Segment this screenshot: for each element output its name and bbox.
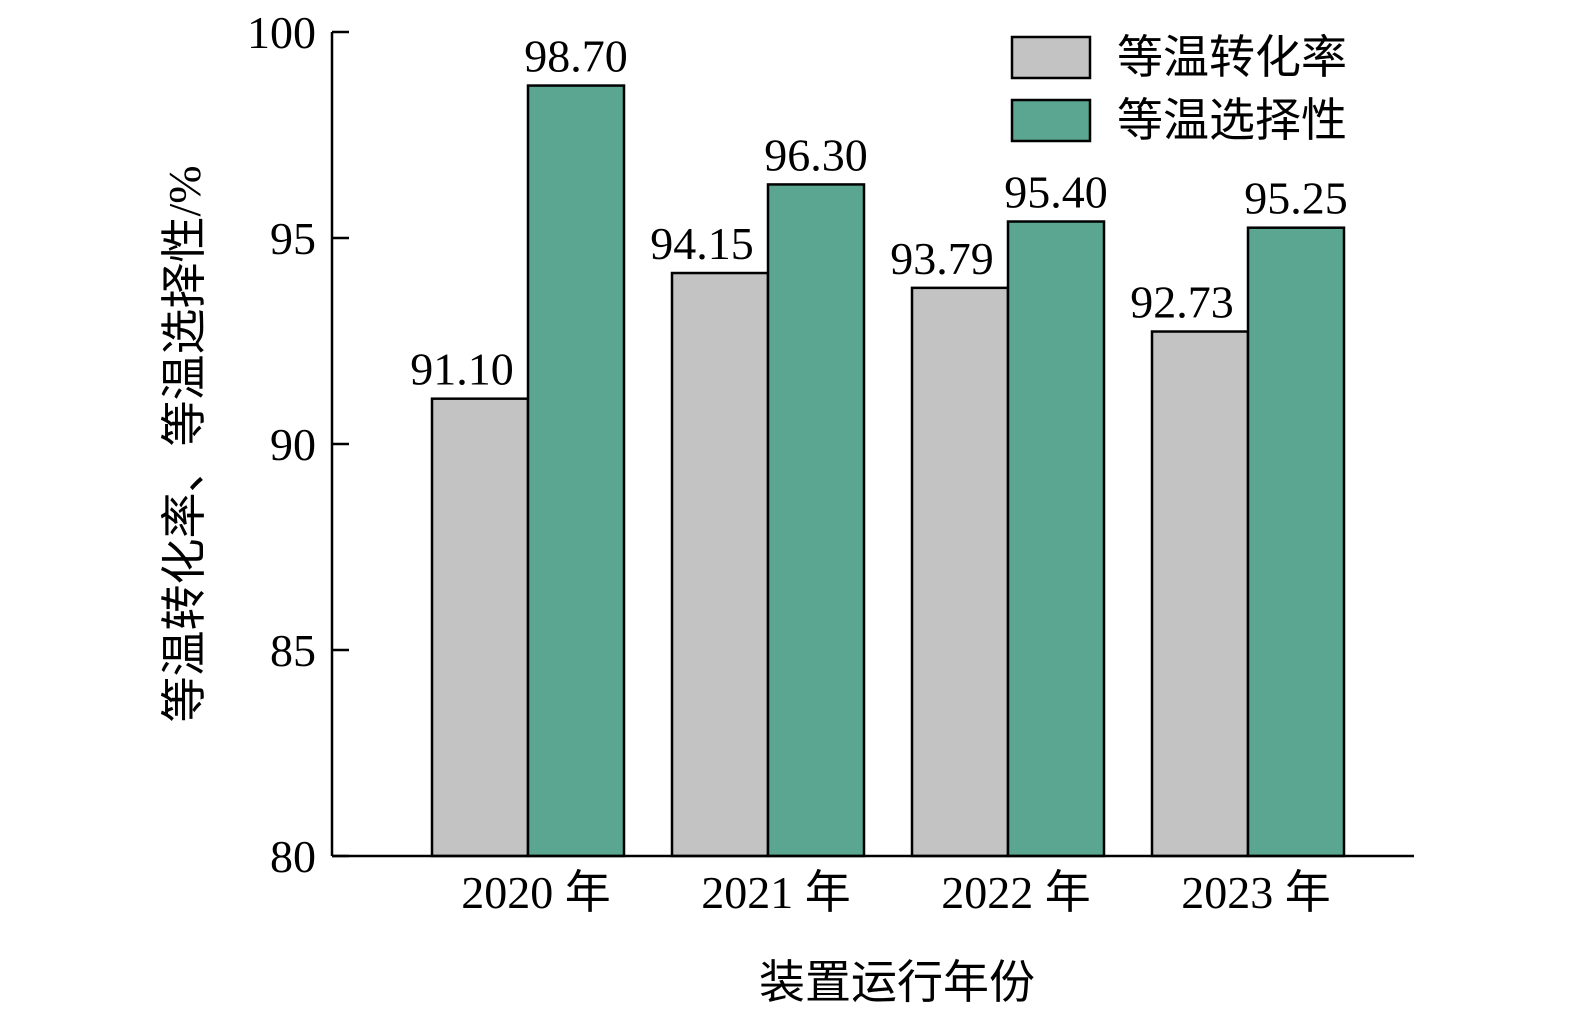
value-label-conversion-1: 91.10 bbox=[410, 344, 514, 395]
y-tick-label-4: 95 bbox=[270, 213, 316, 264]
y-ticks-layer: 80 85 90 95 100 bbox=[247, 7, 349, 882]
bar-conversion-3 bbox=[910, 286, 1010, 858]
value-label-conversion-4: 92.73 bbox=[1130, 277, 1234, 328]
bar-selectivity-3 bbox=[1006, 220, 1106, 858]
bar-selectivity-1 bbox=[526, 84, 626, 858]
legend-swatch-conversion bbox=[1010, 35, 1092, 80]
value-label-selectivity-2: 96.30 bbox=[764, 129, 868, 180]
y-tick-label-5: 100 bbox=[247, 7, 316, 58]
bar-selectivity-4 bbox=[1246, 226, 1346, 858]
legend: 等温转化率 等温选择性 bbox=[1010, 32, 1347, 146]
y-tick-label-1: 80 bbox=[270, 831, 316, 882]
value-label-selectivity-1: 98.70 bbox=[524, 31, 628, 82]
x-category-label-2: 2021 年 bbox=[701, 867, 851, 918]
legend-swatch-selectivity bbox=[1010, 98, 1092, 143]
bar-conversion-2 bbox=[670, 271, 770, 858]
value-label-conversion-2: 94.15 bbox=[650, 218, 754, 269]
bar-selectivity-2 bbox=[766, 183, 866, 858]
y-tick-label-3: 90 bbox=[270, 419, 316, 470]
legend-label-conversion: 等温转化率 bbox=[1117, 32, 1347, 83]
bar-conversion-4 bbox=[1150, 330, 1250, 858]
y-tick-label-2: 85 bbox=[270, 625, 316, 676]
x-category-label-4: 2023 年 bbox=[1181, 867, 1331, 918]
y-axis-title: 等温转化率、等温选择性/% bbox=[159, 165, 210, 722]
legend-label-selectivity: 等温选择性 bbox=[1117, 95, 1347, 146]
value-label-selectivity-4: 95.25 bbox=[1244, 173, 1348, 224]
bar-conversion-1 bbox=[430, 397, 530, 858]
x-category-label-3: 2022 年 bbox=[941, 867, 1091, 918]
x-axis-title: 装置运行年份 bbox=[759, 957, 1035, 1008]
x-category-labels: 2020 年 2021 年 2022 年 2023 年 bbox=[461, 867, 1331, 918]
bars-layer bbox=[430, 84, 1346, 858]
value-label-conversion-3: 93.79 bbox=[890, 233, 994, 284]
x-category-label-1: 2020 年 bbox=[461, 867, 611, 918]
value-label-selectivity-3: 95.40 bbox=[1004, 167, 1108, 218]
